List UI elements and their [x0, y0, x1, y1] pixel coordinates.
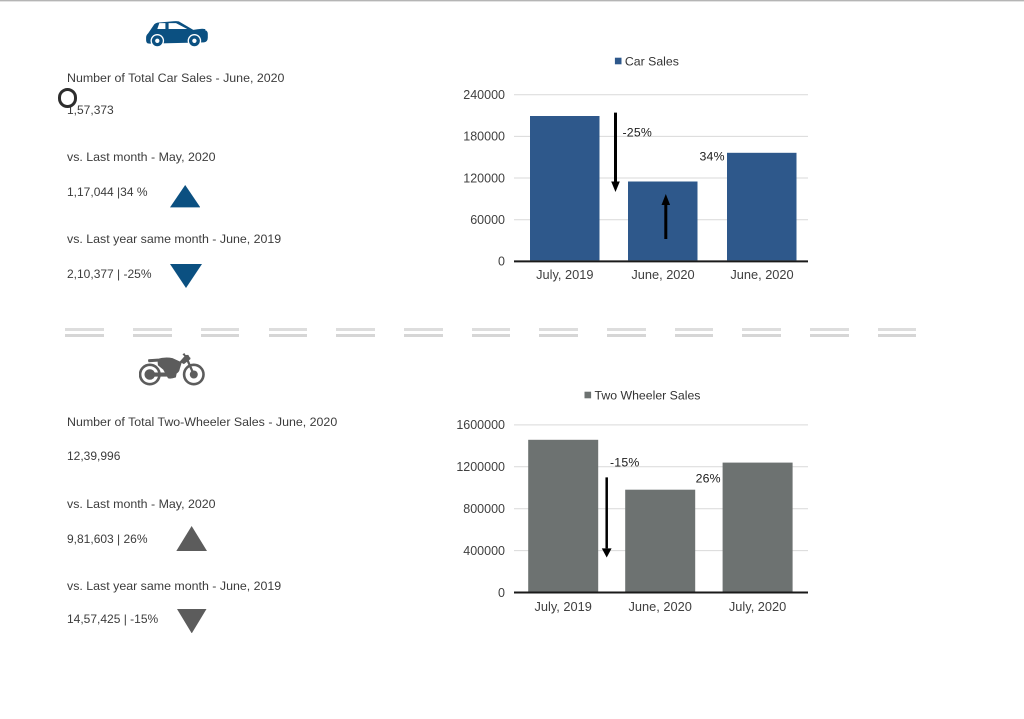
svg-text:1200000: 1200000	[456, 460, 505, 474]
svg-text:July, 2019: July, 2019	[536, 267, 593, 282]
svg-text:Car Sales: Car Sales	[625, 54, 679, 68]
svg-text:180000: 180000	[463, 130, 505, 144]
svg-text:July, 2020: July, 2020	[729, 599, 786, 614]
svg-text:60000: 60000	[470, 213, 505, 227]
svg-text:-25%: -25%	[623, 126, 653, 140]
svg-text:0: 0	[498, 586, 505, 600]
svg-text:June, 2020: June, 2020	[631, 267, 694, 282]
svg-text:0: 0	[498, 255, 505, 269]
svg-text:26%: 26%	[696, 472, 721, 486]
svg-text:July, 2019: July, 2019	[535, 599, 592, 614]
svg-text:34%: 34%	[700, 150, 725, 164]
svg-text:240000: 240000	[463, 88, 505, 102]
svg-text:June, 2020: June, 2020	[730, 267, 793, 282]
svg-text:-15%: -15%	[610, 456, 640, 470]
svg-text:1600000: 1600000	[456, 418, 505, 432]
svg-text:400000: 400000	[463, 544, 505, 558]
svg-text:120000: 120000	[463, 171, 505, 185]
svg-text:June, 2020: June, 2020	[629, 599, 692, 614]
svg-text:Two Wheeler Sales: Two Wheeler Sales	[595, 388, 701, 402]
svg-text:800000: 800000	[463, 502, 505, 516]
